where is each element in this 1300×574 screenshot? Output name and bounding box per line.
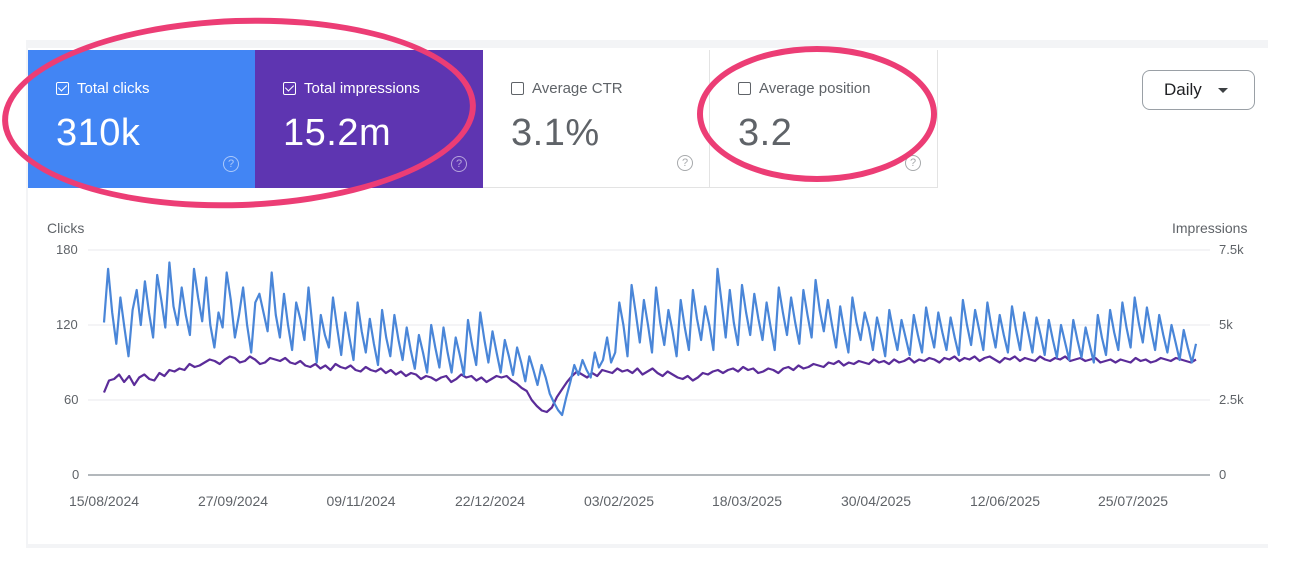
- metric-label: Average position: [759, 80, 871, 97]
- average-position-checkbox[interactable]: [738, 82, 751, 95]
- metric-average-position[interactable]: Average position 3.2 ?: [710, 50, 938, 188]
- x-tick: 27/09/2024: [197, 493, 269, 509]
- metric-value: 3.1%: [511, 112, 600, 154]
- left-axis-label: Clicks: [47, 220, 85, 236]
- help-icon[interactable]: ?: [905, 155, 921, 171]
- x-tick: 03/02/2025: [583, 493, 655, 509]
- metric-total-impressions[interactable]: Total impressions 15.2m ?: [255, 50, 483, 188]
- metric-value: 15.2m: [283, 112, 392, 154]
- right-axis-label: Impressions: [1172, 220, 1248, 236]
- x-tick: 12/06/2025: [969, 493, 1041, 509]
- x-tick: 30/04/2025: [840, 493, 912, 509]
- help-icon[interactable]: ?: [451, 156, 467, 172]
- left-tick: 180: [56, 242, 78, 257]
- metric-value: 3.2: [738, 112, 793, 154]
- metric-total-clicks[interactable]: Total clicks 310k ?: [28, 50, 255, 188]
- x-tick: 22/12/2024: [454, 493, 526, 509]
- period-dropdown[interactable]: Daily: [1142, 70, 1255, 110]
- help-icon[interactable]: ?: [677, 155, 693, 171]
- help-icon[interactable]: ?: [223, 156, 239, 172]
- left-tick: 0: [72, 467, 80, 482]
- right-tick: 2.5k: [1219, 392, 1244, 407]
- right-tick: 0: [1219, 467, 1227, 482]
- right-tick: 7.5k: [1219, 242, 1244, 257]
- dropdown-caret-icon: [1218, 88, 1228, 93]
- average-ctr-checkbox[interactable]: [511, 82, 524, 95]
- right-tick: 5k: [1219, 317, 1233, 332]
- left-tick: 120: [56, 317, 78, 332]
- left-tick: 60: [64, 392, 79, 407]
- metric-label: Total impressions: [304, 80, 420, 97]
- x-tick: 15/08/2024: [68, 493, 140, 509]
- x-tick: 25/07/2025: [1097, 493, 1169, 509]
- x-tick: 18/03/2025: [711, 493, 783, 509]
- total-clicks-checkbox[interactable]: [56, 82, 69, 95]
- total-impressions-checkbox[interactable]: [283, 82, 296, 95]
- period-dropdown-value: Daily: [1164, 80, 1202, 99]
- x-tick: 09/11/2024: [326, 493, 396, 509]
- metric-value: 310k: [56, 112, 141, 154]
- metric-label: Average CTR: [532, 80, 623, 97]
- clicks-series-line: [102, 261, 1198, 417]
- impressions-series-line: [102, 355, 1197, 414]
- metric-average-ctr[interactable]: Average CTR 3.1% ?: [483, 50, 710, 188]
- metric-label: Total clicks: [77, 80, 150, 97]
